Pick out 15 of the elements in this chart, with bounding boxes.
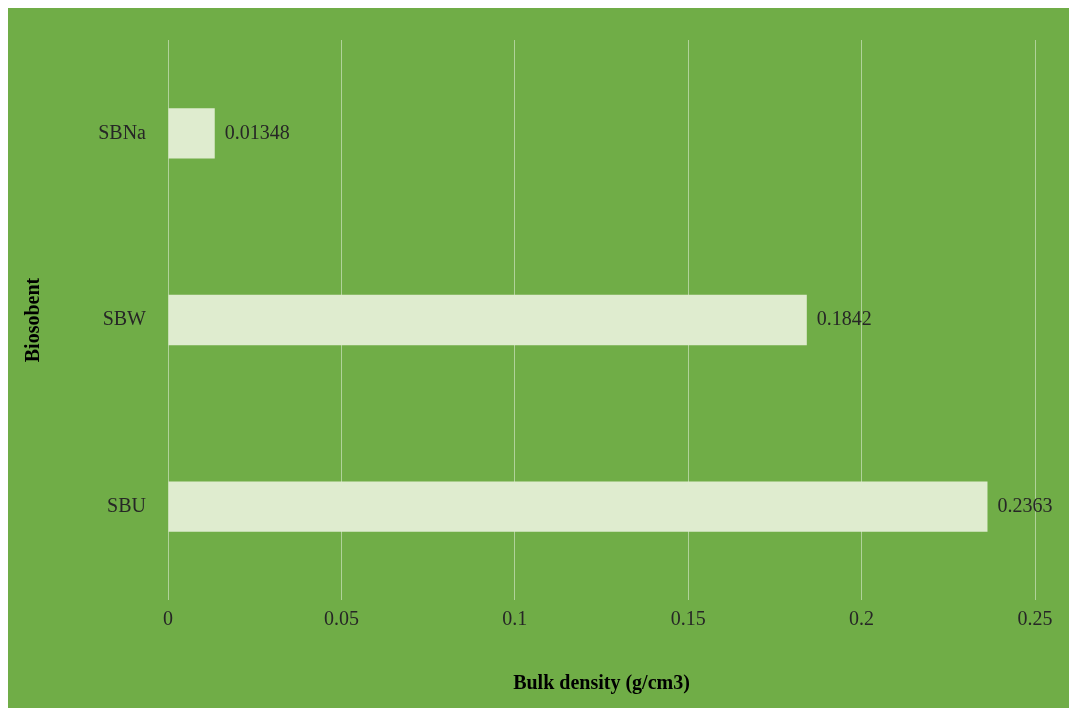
y-tick-label: SBW (102, 307, 147, 330)
x-axis-title: Bulk density (g/cm3) (513, 671, 690, 695)
x-tick-label: 0.2 (849, 607, 875, 630)
x-tick-label: 0.05 (323, 607, 359, 630)
y-axis-title: Biosobent (21, 277, 44, 363)
x-tick-label: 0.25 (1017, 607, 1053, 630)
bar (168, 108, 215, 159)
x-tick-label: 0 (163, 607, 173, 630)
bar (168, 294, 807, 346)
x-tick-label: 0.1 (502, 607, 528, 630)
x-tick-label: 0.15 (670, 607, 706, 630)
data-label: 0.01348 (224, 120, 290, 143)
y-tick-label: SBU (107, 493, 147, 516)
bar (168, 481, 988, 532)
y-tick-label: SBNa (98, 120, 147, 143)
